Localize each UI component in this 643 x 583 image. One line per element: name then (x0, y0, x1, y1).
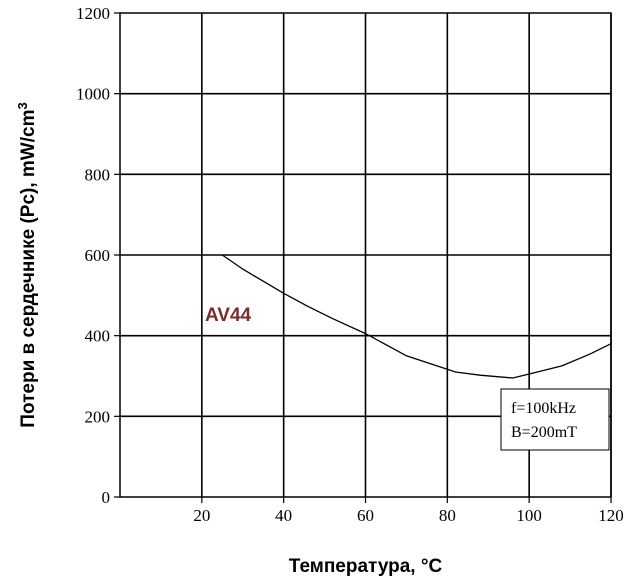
y-tick-label: 800 (85, 165, 111, 184)
conditions-box: f=100kHz B=200mT (500, 388, 610, 451)
x-tick-label: 120 (598, 506, 624, 525)
y-tick-label: 200 (85, 407, 111, 426)
y-axis-title-superscript: 3 (15, 102, 30, 109)
y-tick-label: 0 (102, 488, 111, 507)
condition-flux-density: B=200mT (511, 424, 577, 441)
condition-frequency: f=100kHz (511, 400, 576, 417)
conditions-box-frame (500, 388, 610, 451)
x-tick-label: 100 (516, 506, 542, 525)
y-tick-label: 1000 (76, 85, 110, 104)
series-group (221, 254, 612, 379)
y-tick-label: 600 (85, 246, 111, 265)
y-tick-label: 1200 (76, 4, 110, 23)
x-tick-label: 80 (439, 506, 456, 525)
x-tick-label: 20 (193, 506, 210, 525)
y-axis-title: Потери в сердечнике (Pc), mW/cm3 (15, 102, 40, 427)
y-axis-title-text: Потери в сердечнике (Pc), mW/cm (18, 110, 39, 428)
x-tick-label: 60 (357, 506, 374, 525)
series-line-av44 (221, 254, 612, 379)
series-label-av44: AV44 (205, 305, 252, 326)
x-axis-title: Температура, °C (289, 556, 443, 577)
x-tick-label: 40 (275, 506, 292, 525)
y-tick-label: 400 (85, 327, 111, 346)
